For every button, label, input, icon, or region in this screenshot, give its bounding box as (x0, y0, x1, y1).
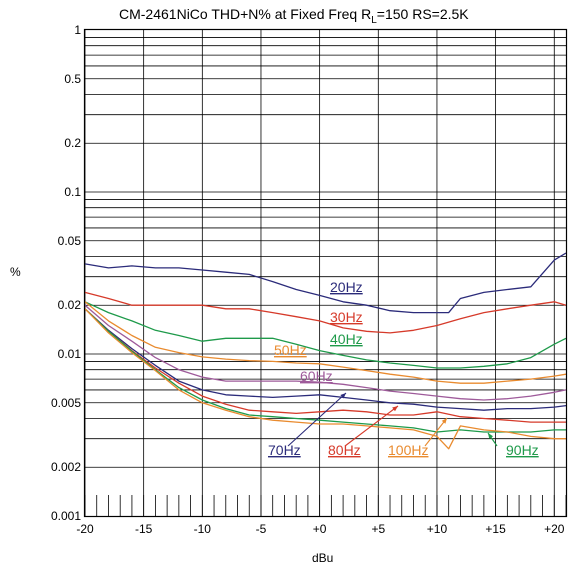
annotation-label-40hz: 40Hz (330, 331, 363, 347)
y-axis-label: % (10, 265, 21, 279)
chart-title-sub: L (371, 15, 377, 26)
x-tick-label: +5 (371, 522, 385, 536)
chart-title: CM-2461NiCo THD+N% at Fixed Freq RL=150 … (119, 6, 469, 26)
annotation-pointer (424, 417, 448, 447)
series-line-80hz (84, 308, 566, 423)
annotation-label-60hz: 60Hz (300, 368, 333, 384)
series-line-100hz (84, 308, 566, 450)
series-line-90hz (84, 308, 566, 433)
series-line-60hz (84, 304, 567, 401)
annotation-label-70hz: 70Hz (268, 442, 301, 458)
series-line-50hz (84, 301, 567, 384)
series-line-20hz (84, 252, 567, 314)
chart-title-rest: =150 RS=2.5K (377, 6, 470, 22)
x-tick-label: -15 (135, 522, 153, 536)
y-tick-label: 0.001 (51, 509, 81, 523)
chart-title-main: CM-2461NiCo THD+N% at Fixed Freq R (119, 6, 371, 22)
series-line-40hz (84, 301, 567, 369)
grid (84, 30, 567, 516)
plot-frame (83, 28, 568, 518)
annotation-label-20hz: 20Hz (330, 279, 363, 295)
series-line-70hz (84, 308, 567, 411)
y-tick-label: 0.02 (58, 298, 82, 312)
x-tick-label: -5 (256, 522, 267, 536)
x-tick-label: +15 (485, 522, 506, 536)
annotation-pointer (287, 392, 347, 447)
annotation-pointer (344, 405, 399, 447)
series-layer (84, 252, 567, 450)
annotation-label-80hz: 80Hz (328, 442, 361, 458)
y-tick-label: 1 (74, 23, 81, 37)
x-tick-label: +0 (313, 522, 327, 536)
y-tick-label: 0.005 (51, 396, 81, 410)
y-tick-label: 0.01 (58, 347, 82, 361)
annotation-arrowhead (340, 393, 346, 399)
annotation-arrowhead (392, 406, 398, 412)
series-line-30hz (84, 291, 567, 334)
y-tick-label: 0.1 (64, 185, 81, 199)
x-tick-label: -10 (194, 522, 212, 536)
annotation-label-50hz: 50Hz (274, 342, 307, 358)
x-tick-label: +10 (427, 522, 448, 536)
x-tick-label: +20 (544, 522, 565, 536)
annotation-label-100hz: 100Hz (388, 442, 428, 458)
x-tick-label: -20 (76, 522, 94, 536)
tick-labels: -20 -15 -10 -5 +0 +5 +10 +15 +20 1 0.5 0.2 0.1 0.05 0.… (51, 23, 565, 536)
y-tick-label: 0.05 (58, 234, 82, 248)
series-annotations: 20Hz 30Hz 40Hz 50Hz 60Hz 70Hz 80Hz 100Hz 90Hz (268, 279, 539, 458)
annotation-label-90hz: 90Hz (506, 442, 539, 458)
annotation-label-30hz: 30Hz (330, 309, 363, 325)
annotation-arrowhead (441, 418, 447, 424)
annotation-arrowhead (488, 433, 494, 439)
y-tick-label: 0.5 (64, 72, 81, 86)
y-tick-label: 0.002 (51, 460, 81, 474)
y-tick-label: 0.2 (64, 136, 81, 150)
x-axis-label: dBu (312, 551, 333, 565)
